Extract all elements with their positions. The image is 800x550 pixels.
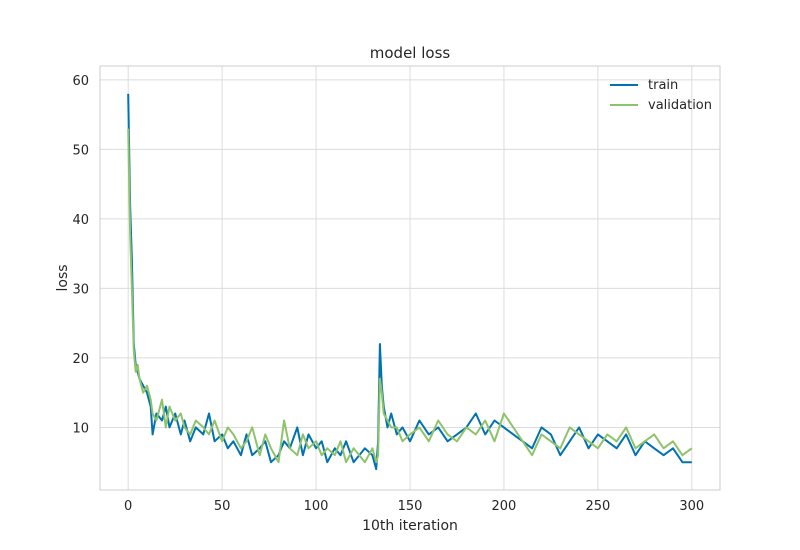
y-tick-label: 60 xyxy=(72,74,89,89)
legend-label-validation: validation xyxy=(648,98,712,113)
x-tick-label: 250 xyxy=(585,499,610,514)
x-tick-labels: 0 50 100 150 200 250 300 xyxy=(124,499,704,514)
series-layer xyxy=(127,93,693,471)
y-tick-label: 20 xyxy=(72,352,89,367)
y-tick-label: 10 xyxy=(72,421,89,436)
x-tick-label: 0 xyxy=(124,499,132,514)
legend-label-train: train xyxy=(648,78,678,93)
y-tick-labels: 10 20 30 40 50 60 xyxy=(72,74,89,437)
x-tick-label: 300 xyxy=(679,499,704,514)
y-tick-label: 40 xyxy=(72,213,89,228)
x-tick-label: 50 xyxy=(214,499,231,514)
x-axis-label: 10th iteration xyxy=(362,518,458,534)
x-tick-label: 150 xyxy=(398,499,423,514)
y-axis-label: loss xyxy=(55,264,71,291)
legend: train validation xyxy=(610,78,712,113)
plot-frame xyxy=(99,65,721,491)
y-tick-label: 30 xyxy=(72,282,89,297)
chart-title: model loss xyxy=(370,44,451,62)
series-line-validation xyxy=(127,128,693,464)
x-tick-label: 100 xyxy=(304,499,329,514)
y-tick-label: 50 xyxy=(72,143,89,158)
x-tick-label: 200 xyxy=(492,499,517,514)
